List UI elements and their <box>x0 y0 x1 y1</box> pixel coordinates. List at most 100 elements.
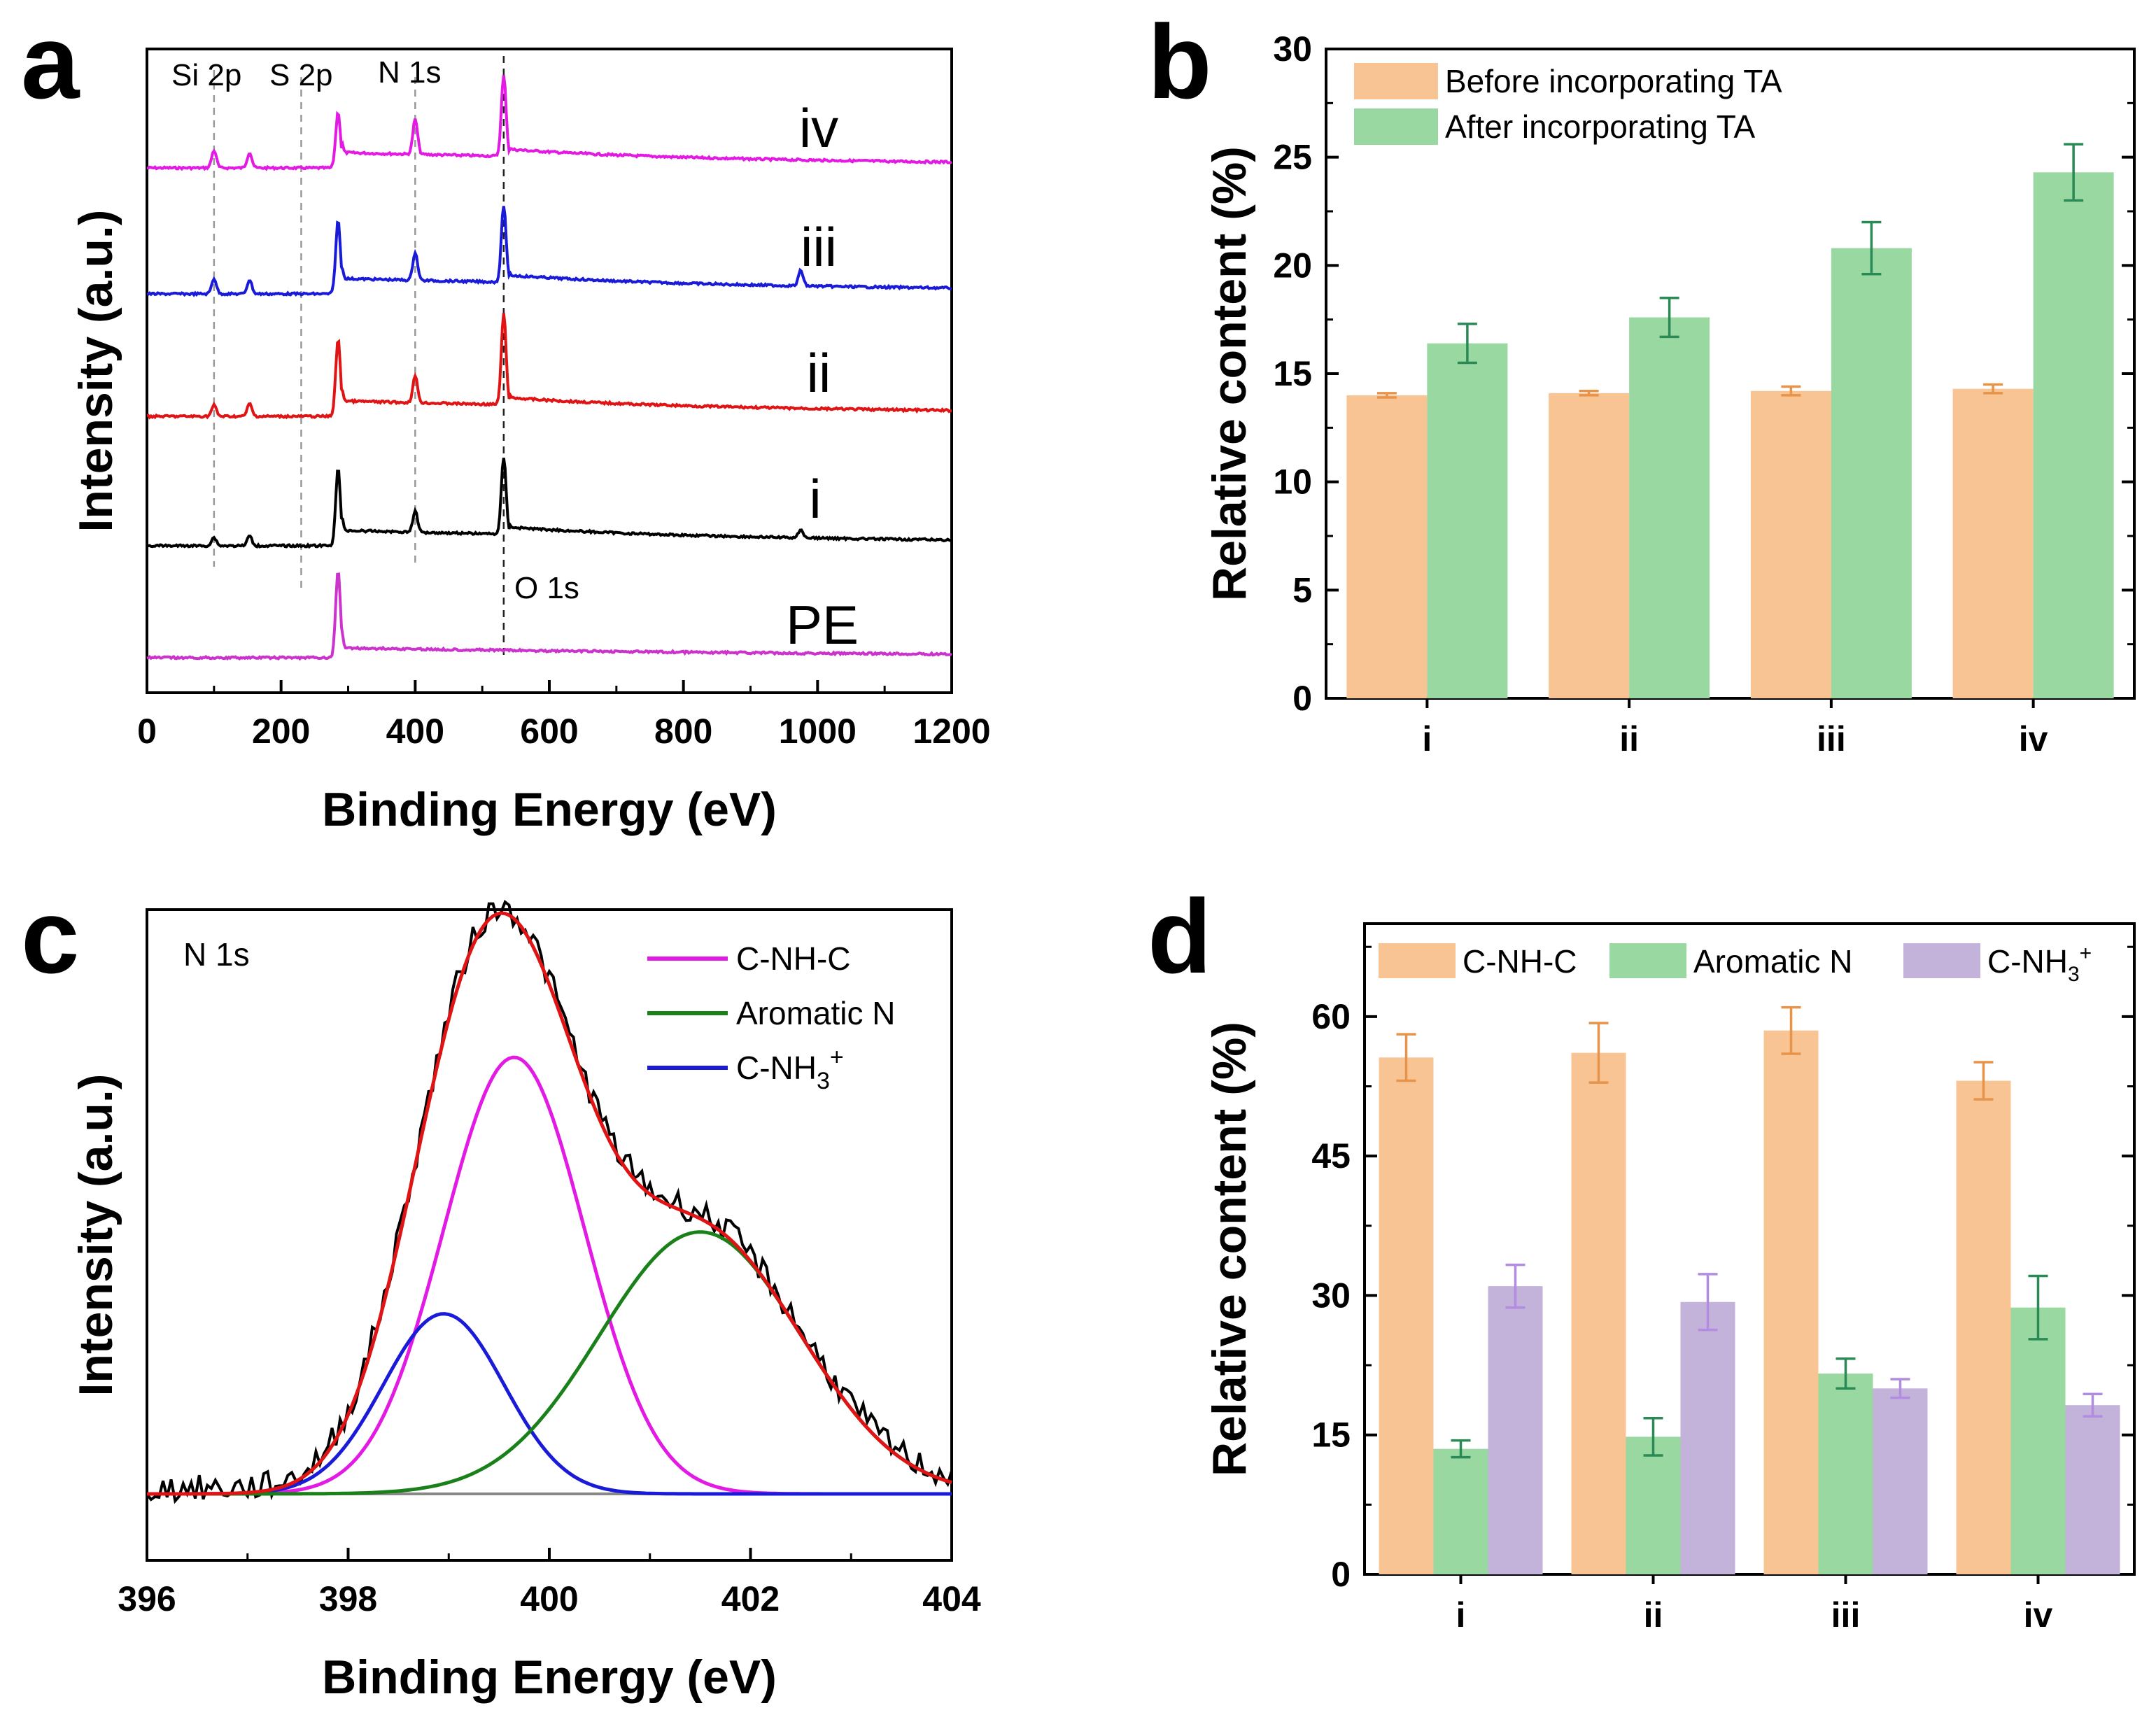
bar <box>1379 1057 1434 1574</box>
y-tick-label: 25 <box>1273 138 1312 177</box>
y-tick-label: 15 <box>1311 1416 1351 1455</box>
legend-subscript: 3 <box>2068 963 2080 986</box>
legend-superscript: + <box>2080 942 2092 965</box>
bar <box>1629 317 1710 698</box>
fit-component-line <box>147 1312 952 1496</box>
bar <box>1831 248 1912 698</box>
legend-swatch <box>1354 108 1438 145</box>
bar <box>1873 1388 1928 1574</box>
x-tick-label: i <box>1422 719 1432 758</box>
bar <box>1549 393 1630 698</box>
bar <box>1488 1286 1543 1574</box>
series-label: iv <box>799 97 838 159</box>
bar <box>1346 395 1428 698</box>
fit-envelope-line <box>147 911 952 1496</box>
legend-label: C-NH-C <box>736 940 851 977</box>
bar <box>1956 1080 2011 1574</box>
y-tick-label: 45 <box>1311 1136 1351 1176</box>
y-tick-label: 60 <box>1311 997 1351 1036</box>
legend-label: Aromatic N <box>736 995 895 1031</box>
y-tick-label: 10 <box>1273 463 1312 502</box>
legend-label: After incorporating TA <box>1445 108 1755 145</box>
x-tick-label: 402 <box>721 1579 780 1618</box>
x-tick-label: ii <box>1644 1595 1663 1635</box>
bar <box>1571 1052 1626 1574</box>
panel-b-y-axis-title: Relative content (%) <box>1203 146 1256 601</box>
y-tick-label: 15 <box>1273 354 1312 393</box>
series-label: i <box>809 468 821 530</box>
bar <box>2065 1405 2120 1574</box>
x-tick-label: ii <box>1619 719 1639 758</box>
bar <box>2033 172 2114 698</box>
panel-d-y-axis-title: Relative content (%) <box>1203 1022 1256 1476</box>
bar <box>1433 1448 1488 1574</box>
panel-letter-a: a <box>21 3 80 120</box>
legend-swatch <box>1379 943 1456 978</box>
panel-c-y-axis-title: Intensity (a.u.) <box>69 1074 122 1397</box>
series-label: ii <box>807 342 831 404</box>
annotation-o-1s: O 1s <box>514 571 579 605</box>
fit-component-line <box>147 1055 952 1496</box>
panel-c-plot-area: 396 398 400 402 404 C-NH-C Aromatic N C-NH3+ <box>118 899 981 1618</box>
y-tick-label: 20 <box>1273 246 1312 285</box>
legend-label: C-NH3+ <box>736 1044 844 1094</box>
legend-swatch <box>1354 63 1438 99</box>
x-tick-label: iii <box>1831 1595 1861 1635</box>
legend-swatch <box>1903 943 1980 978</box>
y-tick-label: 30 <box>1273 29 1312 69</box>
spectrum-line <box>146 572 952 661</box>
bar <box>1763 1030 1819 1574</box>
legend-label: Before incorporating TA <box>1445 63 1782 99</box>
y-tick-label: 5 <box>1292 570 1312 609</box>
bar <box>1952 388 2034 698</box>
x-tick-label: 200 <box>252 712 310 751</box>
x-tick-label: 800 <box>654 712 712 751</box>
panel-letter-b: b <box>1148 3 1212 120</box>
bar <box>2010 1307 2066 1574</box>
y-tick-label: 0 <box>1331 1555 1351 1594</box>
x-tick-label: 1000 <box>779 712 857 751</box>
x-tick-label: 600 <box>520 712 578 751</box>
x-tick-label: i <box>1456 1595 1466 1635</box>
panel-c-inner-label: N 1s <box>183 936 250 973</box>
legend-superscript: + <box>830 1044 844 1071</box>
annotation-s-2p: S 2p <box>269 58 333 92</box>
x-tick-label: 396 <box>118 1579 176 1618</box>
x-tick-label: 398 <box>319 1579 377 1618</box>
x-tick-label: iii <box>1817 719 1846 758</box>
bar <box>1818 1374 1873 1574</box>
legend-label: C-NH3+ <box>1987 942 2092 986</box>
annotation-n-1s: N 1s <box>378 55 441 90</box>
spectrum-line <box>146 75 952 171</box>
bar <box>1750 390 1831 698</box>
panel-a-x-axis-title: Binding Energy (eV) <box>322 783 777 836</box>
legend-subscript: 3 <box>817 1068 830 1094</box>
x-tick-label: 1200 <box>913 712 990 751</box>
x-tick-label: iv <box>2024 1595 2053 1635</box>
legend-label: Aromatic N <box>1693 943 1852 980</box>
bar <box>1427 343 1508 698</box>
panel-letter-d: d <box>1148 877 1212 995</box>
panel-c-n1s-spectrum: 396 398 400 402 404 C-NH-C Aromatic N C-NH3+ Bi… <box>69 899 981 1704</box>
series-label: PE <box>786 594 859 656</box>
y-tick-label: 0 <box>1292 679 1312 718</box>
spectrum-line <box>146 313 952 420</box>
x-tick-label: iv <box>2019 719 2048 758</box>
panel-d-frame <box>1363 922 2136 1576</box>
bar <box>1626 1437 1681 1574</box>
x-tick-label: 0 <box>137 712 157 751</box>
panel-a-y-axis-title: Intensity (a.u.) <box>69 210 122 532</box>
bar <box>1680 1301 1735 1574</box>
y-tick-label: 30 <box>1311 1276 1351 1315</box>
x-tick-label: 400 <box>386 712 444 751</box>
panel-letter-c: c <box>21 877 79 995</box>
x-tick-label: 400 <box>520 1579 578 1618</box>
spectrum-line <box>146 206 952 297</box>
spectrum-line <box>146 458 953 549</box>
